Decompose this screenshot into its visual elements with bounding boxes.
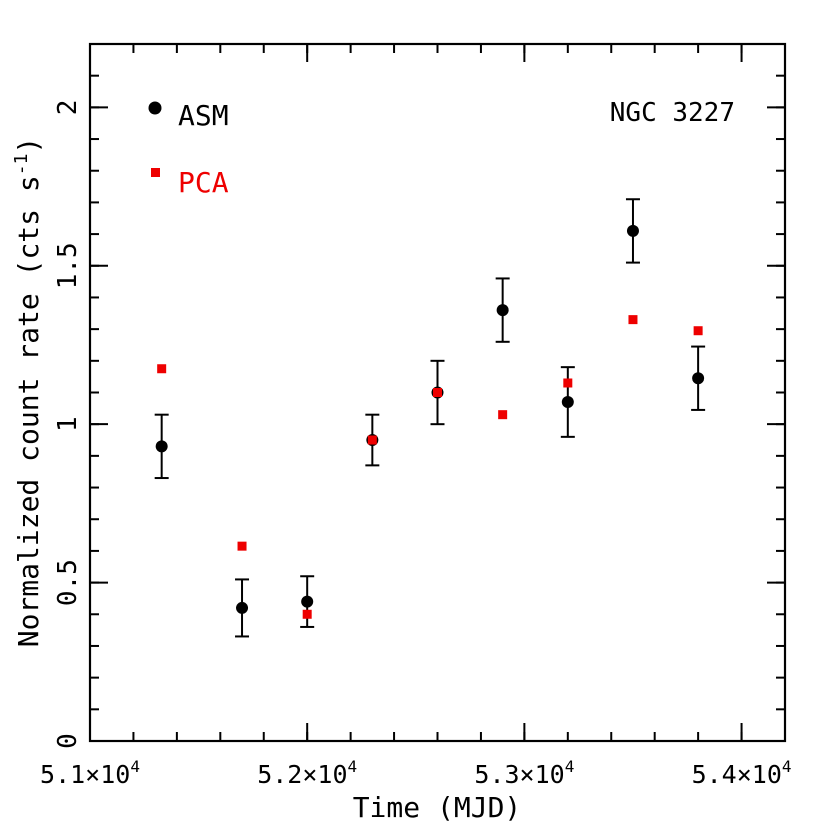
y-axis-label-main: Normalized count rate (cts s [12,175,45,647]
data-markers [155,224,705,619]
pca-point [157,364,167,374]
pca-point [498,410,508,420]
legend-asm-label: ASM [178,99,229,132]
pca-point [302,609,312,619]
x-tick-label-mantissa: 5.4×10 [692,760,782,789]
y-axis-label-close: ) [12,137,45,154]
y-axis-label-sup: -1 [11,154,32,176]
asm-point [496,304,509,317]
y-tick-label: 2 [53,100,83,116]
x-tick-label-mantissa: 5.2×10 [257,760,347,789]
y-tick-label: 0.5 [53,559,83,606]
pca-point [563,378,573,388]
pca-point [628,315,638,325]
asm-point [236,601,249,614]
asm-point [301,595,314,608]
x-tick-label: 5.3×104 [474,757,574,789]
asm-point [626,224,639,237]
pca-point [367,435,377,445]
asm-error-bars [154,198,706,638]
x-tick-label-exponent: 4 [782,757,792,776]
x-tick-label: 5.1×104 [40,757,140,789]
pca-point [433,388,442,397]
pca-point [693,326,703,336]
x-tick-label: 5.4×104 [692,757,792,789]
chart-title: NGC 3227 [610,98,735,128]
x-tick-label: 5.2×104 [257,757,357,789]
y-tick-label: 0 [53,733,83,749]
y-tick-label: 1.5 [53,242,83,289]
x-tick-label-mantissa: 5.3×10 [474,760,564,789]
x-tick-label-exponent: 4 [565,757,575,776]
y-tick-label: 1 [53,416,83,432]
plot-frame [88,42,787,743]
x-tick-label-exponent: 4 [348,757,358,776]
asm-point [561,396,574,409]
asm-point [155,440,168,453]
x-axis-label: Time (MJD) [353,791,522,824]
legend-pca-marker [151,168,160,177]
x-tick-label-exponent: 4 [130,757,140,776]
legend-pca-label: PCA [178,166,229,199]
asm-point [692,372,705,385]
x-tick-label-mantissa: 5.1×10 [40,760,130,789]
y-axis-label: Normalized count rate (cts s-1) [11,137,45,648]
pca-point [237,541,247,551]
legend-asm-marker [148,101,162,115]
